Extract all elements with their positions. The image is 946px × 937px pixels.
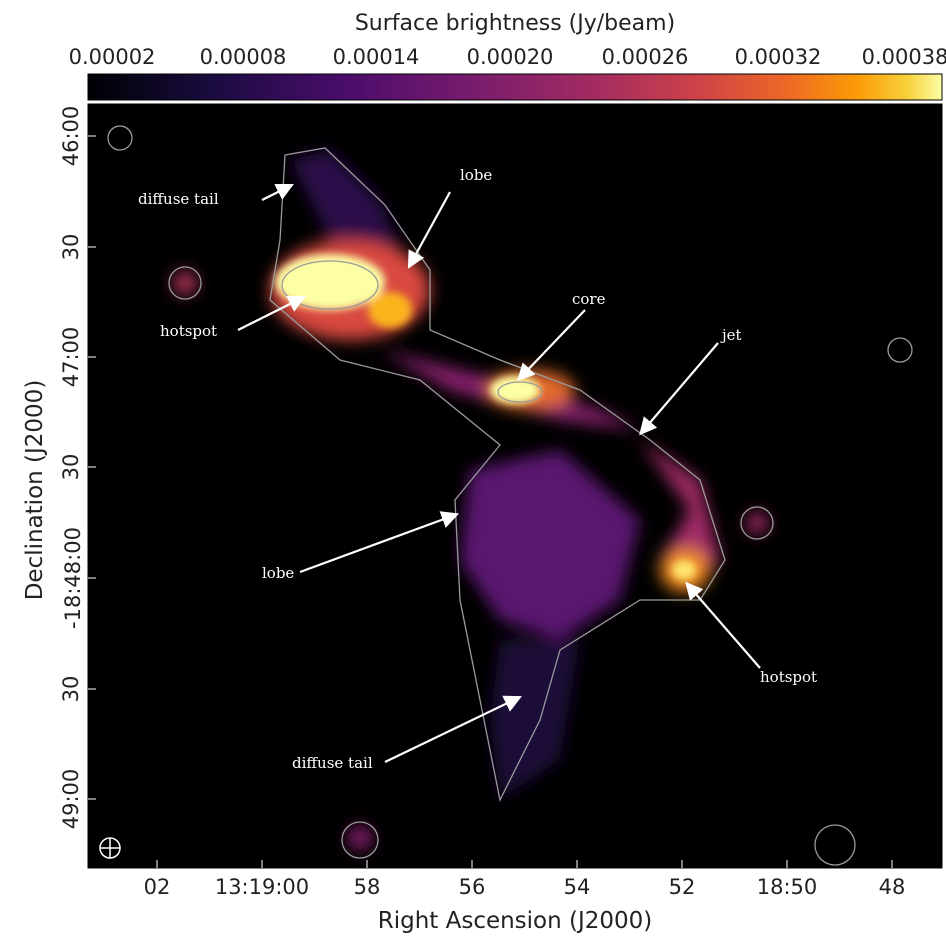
- colorbar-tick-label: 0.00026: [602, 45, 689, 69]
- x-tick-label: 52: [669, 875, 696, 899]
- plot-frame: [87, 103, 943, 869]
- annotation: jet: [720, 326, 742, 344]
- x-tick-label: 48: [879, 875, 906, 899]
- colorbar-tick-label: 0.00008: [200, 45, 287, 69]
- y-tick-label: 47:00: [59, 327, 83, 388]
- annotation: hotspot: [760, 668, 817, 686]
- y-tick-label: 46:00: [59, 106, 83, 167]
- annotation: lobe: [460, 166, 492, 184]
- annotation: lobe: [262, 564, 294, 582]
- y-tick-label: 30: [59, 234, 83, 261]
- colorbar-label: Surface brightness (Jy/beam): [355, 11, 675, 36]
- colorbar-tick-label: 0.00032: [735, 45, 822, 69]
- y-tick-label: 30: [59, 454, 83, 481]
- x-axis-label: Right Ascension (J2000): [378, 908, 653, 934]
- y-tick-label: 49:00: [59, 769, 83, 830]
- annotation: diffuse tail: [138, 190, 219, 208]
- image: [88, 104, 942, 868]
- colorbar: [87, 73, 943, 101]
- annotation: core: [572, 290, 606, 308]
- y-tick-label: 30: [59, 676, 83, 703]
- y-tick-label: -18:48:00: [61, 527, 85, 629]
- colorbar-tick-label: 0.00002: [69, 45, 156, 69]
- colorbar-tick-label: 0.00038: [862, 45, 946, 69]
- x-tick-label: 54: [564, 875, 591, 899]
- colorbar-tick-label: 0.00014: [333, 45, 420, 69]
- y-axis-label: Declination (J2000): [22, 380, 48, 601]
- x-tick-label: 18:50: [757, 875, 818, 899]
- x-tick-label: 56: [459, 875, 486, 899]
- annotation: diffuse tail: [292, 754, 373, 772]
- colorbar-tick-label: 0.00020: [467, 45, 554, 69]
- x-tick-label: 58: [354, 875, 381, 899]
- x-tick-label: 13:19:00: [215, 875, 309, 899]
- annotation: hotspot: [160, 322, 217, 340]
- x-tick-label: 02: [144, 875, 171, 899]
